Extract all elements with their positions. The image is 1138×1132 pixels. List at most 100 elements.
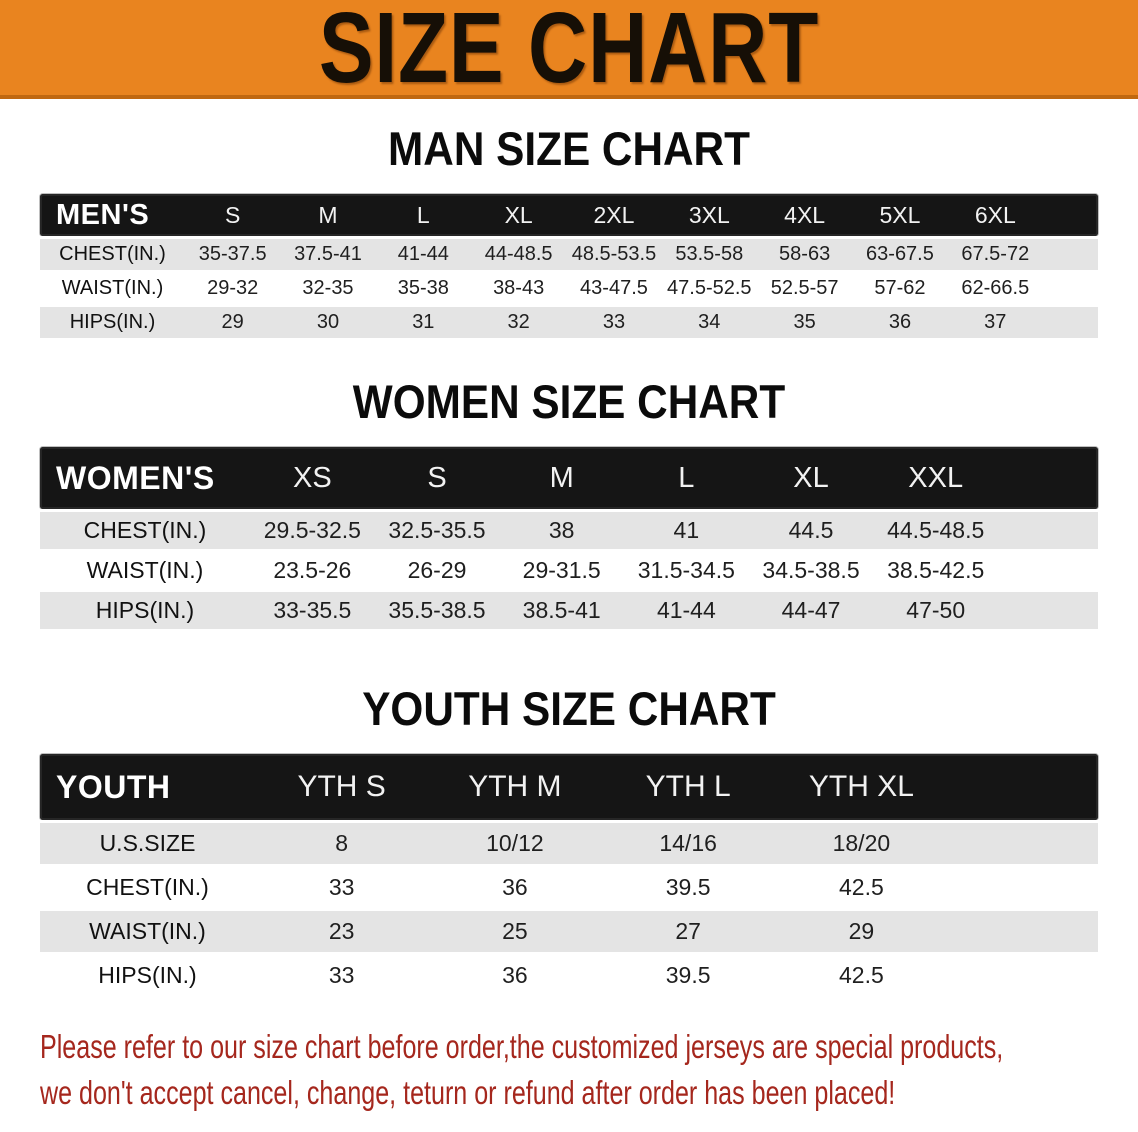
size-value-cell: 48.5-53.5 bbox=[571, 243, 657, 265]
size-column-header: XS bbox=[292, 461, 332, 494]
size-value-cell: 43-47.5 bbox=[580, 277, 648, 299]
size-column-header: YTH M bbox=[468, 770, 562, 803]
size-column-header: YTH S bbox=[297, 770, 386, 803]
size-column-header: 4XL bbox=[784, 201, 826, 228]
table-row: CHEST(IN.) 29.5-32.5 32.5-35.5 38 41 44.5 44.5… bbox=[40, 509, 1098, 549]
size-value-cell: 58-63 bbox=[779, 243, 831, 265]
table-body: CHEST(IN.) 35-37.5 37.5-41 41-44 44-48.5 48.5… bbox=[40, 236, 1098, 338]
table-row: U.S.SIZE 8 10/12 14/16 18/20 bbox=[40, 820, 1098, 864]
size-value-cell: 33 bbox=[328, 962, 355, 988]
size-value-cell: 35 bbox=[793, 311, 816, 333]
row-label: CHEST(IN.) bbox=[86, 874, 209, 900]
table-category-label: WOMEN'S bbox=[56, 459, 215, 496]
size-column-header: L bbox=[678, 461, 695, 494]
row-label: WAIST(IN.) bbox=[61, 277, 164, 299]
size-value-cell: 30 bbox=[316, 311, 340, 333]
table-header-row: WOMEN'S XS S M L XL XXL bbox=[40, 447, 1098, 509]
size-column-header: 6XL bbox=[974, 201, 1016, 228]
men-size-chart-section: MAN SIZE CHART MEN'S S M L XL 2XL 3XL 4XL 5XL 6XL… bbox=[0, 125, 1138, 338]
size-column-header: S bbox=[427, 461, 447, 494]
size-column-header: M bbox=[318, 201, 338, 228]
size-value-cell: 47.5-52.5 bbox=[667, 277, 752, 299]
table-header-row: MEN'S S M L XL 2XL 3XL 4XL 5XL 6XL bbox=[40, 194, 1098, 236]
youth-size-table: YOUTH YTH S YTH M YTH L YTH XL U.S.SIZE 8 10/12… bbox=[40, 754, 1098, 996]
size-value-cell: 34 bbox=[698, 311, 721, 333]
size-value-cell: 37 bbox=[984, 311, 1007, 333]
size-value-cell: 52.5-57 bbox=[770, 277, 839, 299]
size-value-cell: 44.5-48.5 bbox=[887, 517, 985, 543]
size-value-cell: 39.5 bbox=[665, 874, 711, 900]
table-row: WAIST(IN.) 23.5-26 26-29 29-31.5 31.5-34.5 34… bbox=[40, 549, 1098, 589]
size-value-cell: 67.5-72 bbox=[961, 243, 1030, 265]
disclaimer-line-1: Please refer to our size chart before or… bbox=[40, 1028, 1004, 1065]
women-size-chart-section: WOMEN SIZE CHART WOMEN'S XS S M L XL XXL CHEST(… bbox=[0, 378, 1138, 629]
size-value-cell: 44-47 bbox=[781, 597, 841, 623]
size-column-header: XL bbox=[504, 201, 533, 228]
size-column-header: YTH XL bbox=[808, 770, 914, 803]
size-value-cell: 38.5-41 bbox=[522, 597, 601, 623]
size-value-cell: 29.5-32.5 bbox=[263, 517, 361, 543]
table-category-label: MEN'S bbox=[56, 198, 150, 231]
size-value-cell: 38-43 bbox=[493, 277, 545, 299]
row-label: WAIST(IN.) bbox=[86, 557, 204, 583]
size-value-cell: 29-32 bbox=[207, 277, 259, 299]
row-label: HIPS(IN.) bbox=[69, 311, 156, 333]
size-value-cell: 36 bbox=[502, 874, 528, 900]
size-value-cell: 42.5 bbox=[838, 874, 884, 900]
size-column-header: M bbox=[549, 461, 574, 494]
size-value-cell: 33-35.5 bbox=[273, 597, 352, 623]
size-value-cell: 39.5 bbox=[665, 962, 711, 988]
size-value-cell: 63-67.5 bbox=[866, 243, 934, 265]
size-value-cell: 27 bbox=[675, 918, 701, 944]
size-value-cell: 23.5-26 bbox=[273, 557, 352, 583]
table-body: U.S.SIZE 8 10/12 14/16 18/20 CHEST(IN.) 33 36 39… bbox=[40, 820, 1098, 996]
table-row: CHEST(IN.) 35-37.5 37.5-41 41-44 44-48.5 48.5… bbox=[40, 236, 1098, 270]
table-row: WAIST(IN.) 23 25 27 29 bbox=[40, 908, 1098, 952]
size-column-header: 5XL bbox=[879, 201, 921, 228]
size-value-cell: 35-38 bbox=[397, 277, 449, 299]
size-column-header: XL bbox=[793, 461, 829, 494]
size-column-header: YTH L bbox=[645, 770, 731, 803]
women-section-title: WOMEN SIZE CHART bbox=[352, 375, 786, 428]
men-section-title: MAN SIZE CHART bbox=[388, 122, 750, 175]
size-value-cell: 36 bbox=[502, 962, 528, 988]
size-value-cell: 10/12 bbox=[486, 830, 544, 856]
size-value-cell: 53.5-58 bbox=[675, 243, 744, 265]
size-value-cell: 41 bbox=[673, 517, 700, 543]
size-value-cell: 38 bbox=[548, 517, 575, 543]
page-title: SIZE CHART bbox=[318, 0, 820, 104]
youth-size-chart-section: YOUTH SIZE CHART YOUTH YTH S YTH M YTH L YTH… bbox=[0, 685, 1138, 996]
size-value-cell: 41-44 bbox=[397, 243, 449, 265]
size-value-cell: 31 bbox=[412, 311, 435, 333]
table-header-row: YOUTH YTH S YTH M YTH L YTH XL bbox=[40, 754, 1098, 820]
size-value-cell: 33 bbox=[328, 874, 355, 900]
row-label: CHEST(IN.) bbox=[59, 243, 166, 265]
table-category-label: YOUTH bbox=[56, 768, 171, 805]
disclaimer: Please refer to our size chart before or… bbox=[40, 1024, 1138, 1115]
size-value-cell: 23 bbox=[328, 918, 355, 944]
size-column-header: 3XL bbox=[688, 201, 730, 228]
size-value-cell: 8 bbox=[335, 830, 349, 856]
size-value-cell: 42.5 bbox=[838, 962, 884, 988]
size-value-cell: 38.5-42.5 bbox=[887, 557, 985, 583]
table-row: HIPS(IN.) 33-35.5 35.5-38.5 38.5-41 41-44 44-… bbox=[40, 589, 1098, 629]
row-label: CHEST(IN.) bbox=[83, 517, 207, 543]
table-row: HIPS(IN.) 33 36 39.5 42.5 bbox=[40, 952, 1098, 996]
size-value-cell: 47-50 bbox=[906, 597, 966, 623]
size-value-cell: 14/16 bbox=[659, 830, 717, 856]
size-value-cell: 29-31.5 bbox=[522, 557, 601, 583]
size-column-header: XXL bbox=[908, 461, 964, 494]
size-value-cell: 37.5-41 bbox=[294, 243, 362, 265]
size-value-cell: 32 bbox=[507, 311, 530, 333]
size-value-cell: 32.5-35.5 bbox=[388, 517, 486, 543]
size-column-header: 2XL bbox=[593, 201, 635, 228]
size-value-cell: 18/20 bbox=[832, 830, 891, 856]
size-value-cell: 44-48.5 bbox=[484, 243, 553, 265]
size-value-cell: 33 bbox=[602, 311, 626, 333]
row-label: WAIST(IN.) bbox=[89, 918, 206, 944]
men-size-table: MEN'S S M L XL 2XL 3XL 4XL 5XL 6XL CHEST(IN.) 35-37… bbox=[40, 194, 1098, 338]
row-label: HIPS(IN.) bbox=[95, 597, 195, 623]
table-body: CHEST(IN.) 29.5-32.5 32.5-35.5 38 41 44.5 44.5… bbox=[40, 509, 1098, 629]
size-value-cell: 34.5-38.5 bbox=[762, 557, 860, 583]
